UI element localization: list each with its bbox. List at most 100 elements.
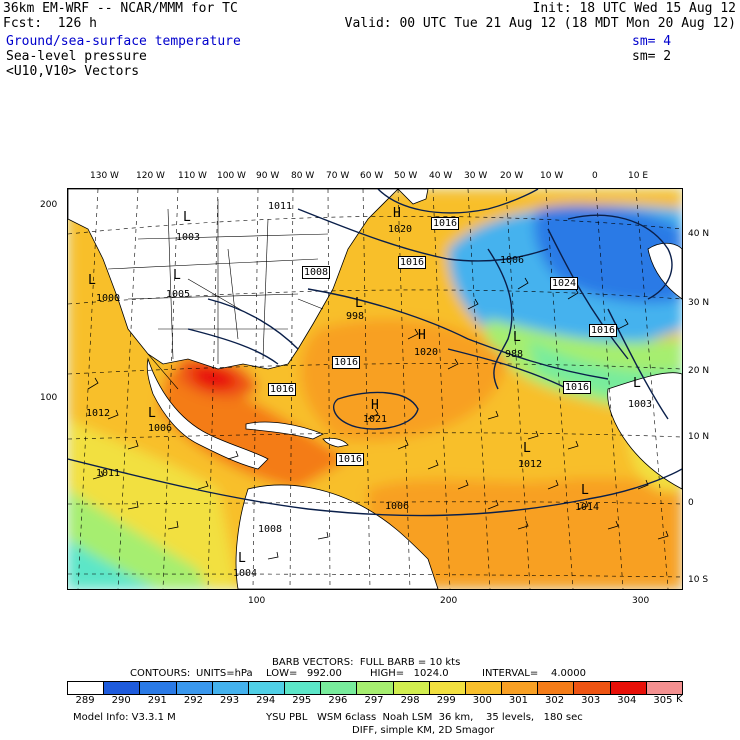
lon-tick: 120 W	[136, 171, 165, 181]
pressure-label-boxed: 1016	[589, 324, 618, 337]
barb-vectors-note: BARB VECTORS: FULL BARB = 10 kts	[272, 657, 461, 668]
legend-label: 292	[183, 695, 203, 706]
pressure-label-boxed: 1016	[563, 381, 592, 394]
legend-label: 304	[617, 695, 637, 706]
low-center: L	[88, 273, 96, 288]
lon-tick: 10 W	[540, 171, 564, 181]
low-center: L	[173, 268, 181, 283]
legend-swatch	[502, 682, 539, 694]
legend-swatch	[285, 682, 322, 694]
pressure-label: 1005	[166, 289, 191, 300]
legend-label: 299	[436, 695, 456, 706]
lon-tick: 0	[592, 171, 598, 181]
valid-time: Valid: 00 UTC Tue 21 Aug 12 (18 MDT Mon …	[344, 16, 736, 31]
legend-swatch	[538, 682, 575, 694]
lat-tick: 10 N	[688, 432, 710, 442]
legend-label: 305	[653, 695, 673, 706]
low-center: L	[633, 376, 641, 391]
lon-tick: 20 W	[500, 171, 524, 181]
pressure-label-boxed: 1016	[336, 453, 365, 466]
model-physics: YSU PBL WSM 6class Noah LSM 36 km, 35 le…	[266, 712, 583, 723]
pressure-label-boxed: 1016	[268, 383, 297, 396]
lon-tick: 70 W	[326, 171, 350, 181]
pressure-label: 998	[346, 311, 365, 322]
pressure-label-boxed: 1016	[431, 217, 460, 230]
high-center: H	[393, 206, 401, 221]
low-center: L	[523, 441, 531, 456]
model-title: 36km EM-WRF -- NCAR/MMM for TC	[3, 1, 238, 16]
low-center: L	[581, 483, 589, 498]
legend-swatch	[465, 682, 503, 694]
forecast-hour: Fcst: 126 h	[3, 16, 97, 31]
legend-swatch	[610, 682, 647, 694]
legend-swatch	[646, 682, 682, 694]
low-center: L	[148, 406, 156, 421]
lat-tick: 40 N	[688, 229, 710, 239]
legend-label: 296	[328, 695, 348, 706]
lat-tick: 30 N	[688, 298, 710, 308]
pressure-label: 1008	[258, 524, 283, 535]
field-sst-smoothing: sm= 4	[632, 34, 672, 49]
pressure-label: 1011	[96, 468, 121, 479]
pressure-label-boxed: 1008	[302, 266, 331, 279]
pressure-label: 1006	[385, 501, 410, 512]
contours-interval: INTERVAL= 4.0000	[482, 668, 586, 679]
pressure-label: 1014	[575, 502, 600, 513]
contours-label: CONTOURS:	[130, 668, 191, 679]
field-vectors-label: <U10,V10> Vectors	[6, 64, 140, 79]
low-center: L	[355, 296, 363, 311]
legend-swatch	[357, 682, 394, 694]
lon-tick: 50 W	[394, 171, 418, 181]
pressure-label: 1021	[363, 414, 388, 425]
pressure-label: 1006	[148, 423, 173, 434]
land	[68, 189, 682, 589]
legend-swatch	[321, 682, 358, 694]
legend-label: 295	[292, 695, 312, 706]
legend-label: 302	[545, 695, 565, 706]
legend-label: 303	[581, 695, 601, 706]
map-panel: 1011 1003 1020 1016 1008 1016 1006 1024 …	[67, 188, 683, 590]
legend-swatch	[248, 682, 286, 694]
lon-tick: 30 W	[464, 171, 488, 181]
pressure-label: 1004	[233, 568, 258, 579]
pressure-label: 1000	[96, 293, 121, 304]
legend-label: 300	[472, 695, 492, 706]
pressure-label: 988	[505, 349, 524, 360]
model-diffusion: DIFF, simple KM, 2D Smagor	[352, 725, 495, 736]
low-center: L	[513, 330, 521, 345]
high-center: H	[418, 328, 426, 343]
lon-tick: 110 W	[178, 171, 207, 181]
pressure-label: 1011	[268, 201, 293, 212]
legend-swatch	[104, 682, 141, 694]
grid-index-left: 100	[40, 393, 58, 403]
legend-unit: K	[676, 694, 683, 705]
model-info: Model Info: V3.3.1 M	[73, 712, 176, 723]
legend-label: 289	[75, 695, 95, 706]
legend-swatch	[212, 682, 249, 694]
field-slp-label: Sea-level pressure	[6, 49, 147, 64]
pressure-label: 1012	[86, 408, 111, 419]
pressure-label: 1006	[500, 255, 525, 266]
lon-tick: 80 W	[291, 171, 315, 181]
lon-tick: 40 W	[429, 171, 453, 181]
legend-swatch	[176, 682, 213, 694]
legend-label: 290	[111, 695, 131, 706]
legend-label: 293	[219, 695, 240, 706]
pressure-label: 1003	[628, 399, 653, 410]
pressure-label: 1020	[414, 347, 439, 358]
isobars	[68, 189, 682, 517]
lon-tick: 90 W	[256, 171, 280, 181]
legend-label: 291	[147, 695, 167, 706]
lon-tick: 130 W	[90, 171, 119, 181]
init-time: Init: 18 UTC Wed 15 Aug 12	[532, 1, 737, 16]
lat-tick: 20 N	[688, 366, 710, 376]
field-sst-label: Ground/sea-surface temperature	[6, 34, 241, 49]
pressure-label: 1012	[518, 459, 543, 470]
grid-index-left: 200	[40, 200, 58, 210]
lon-tick: 100 W	[217, 171, 246, 181]
pressure-label: 1020	[388, 224, 413, 235]
political-borders	[107, 199, 329, 390]
legend-label: 298	[400, 695, 420, 706]
legend-swatch	[140, 682, 177, 694]
low-center: L	[183, 210, 191, 225]
